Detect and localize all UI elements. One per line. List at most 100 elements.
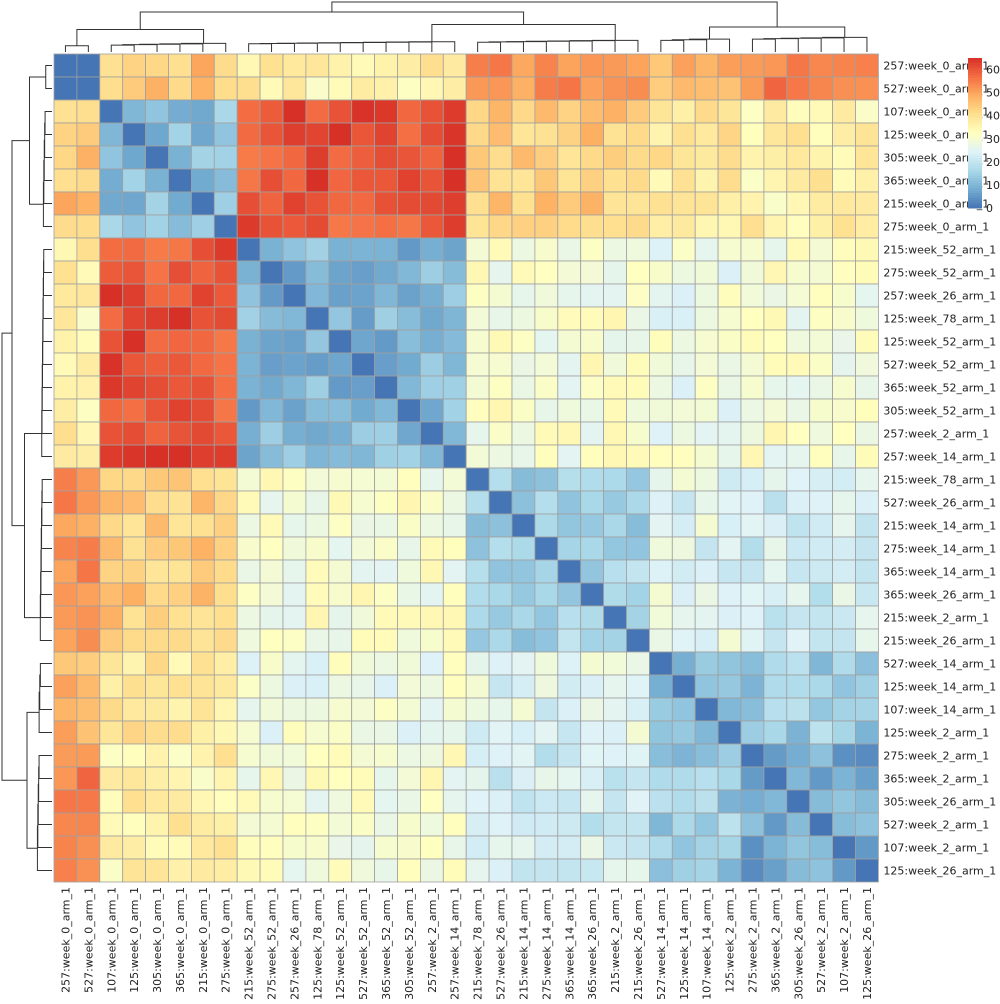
heatmap-cell — [145, 674, 169, 699]
heatmap-cell — [397, 398, 421, 423]
heatmap-cell — [53, 53, 78, 78]
heatmap-cell — [374, 490, 398, 515]
heatmap-cell — [511, 628, 536, 653]
heatmap-cell — [328, 582, 353, 607]
heatmap-cell — [99, 168, 124, 193]
heatmap-cell — [465, 421, 490, 446]
heatmap-cell — [419, 168, 444, 193]
heatmap-cell — [809, 651, 834, 676]
heatmap-cell — [122, 582, 146, 607]
heatmap-cell — [397, 766, 421, 791]
heatmap-cell — [259, 76, 284, 101]
colorbar-segment — [968, 123, 982, 126]
colorbar-segment — [968, 120, 982, 124]
heatmap-cell — [626, 536, 650, 561]
heatmap-cell — [809, 145, 834, 170]
heatmap-cell — [511, 490, 536, 515]
heatmap-cell — [190, 122, 215, 147]
heatmap-cell — [626, 789, 650, 814]
heatmap-cell — [53, 812, 78, 837]
heatmap-cell — [465, 835, 490, 860]
heatmap-cell — [168, 743, 192, 768]
heatmap-cell — [397, 743, 421, 768]
heatmap-cell — [511, 237, 536, 262]
heatmap-cell — [305, 766, 330, 791]
heatmap-cell — [99, 237, 124, 262]
heatmap-cell — [740, 674, 765, 699]
heatmap-cell — [809, 766, 834, 791]
heatmap-cell — [580, 858, 605, 883]
heatmap-cell — [763, 789, 788, 814]
heatmap-cell — [557, 697, 582, 722]
heatmap-cell — [53, 421, 78, 446]
heatmap-cell — [717, 260, 742, 285]
colorbar-tick-label: 10 — [986, 179, 1000, 192]
heatmap-cell — [190, 306, 215, 331]
heatmap-cell — [832, 559, 856, 584]
heatmap-cell — [282, 214, 307, 239]
heatmap-cell — [832, 743, 856, 768]
heatmap-cell — [351, 674, 376, 699]
heatmap-cell — [740, 260, 765, 285]
heatmap-cell — [419, 375, 444, 400]
colorbar-segment — [968, 98, 982, 101]
colorbar-segment — [968, 138, 982, 141]
colorbar-segment — [968, 195, 982, 199]
heatmap-cell — [488, 743, 513, 768]
heatmap-cell — [328, 53, 353, 78]
heatmap-cell — [763, 168, 788, 193]
heatmap-cell — [671, 260, 696, 285]
heatmap-cell — [374, 352, 398, 377]
heatmap-cell — [442, 490, 467, 515]
heatmap-cell — [557, 766, 582, 791]
heatmap-cell — [99, 306, 124, 331]
heatmap-cell — [190, 812, 215, 837]
heatmap-cell — [832, 191, 856, 216]
column-label: 215:week_14_arm_1 — [518, 887, 531, 1000]
heatmap-cell — [488, 191, 513, 216]
heatmap-cell — [488, 490, 513, 515]
heatmap-cell — [145, 99, 169, 124]
heatmap-cell — [855, 421, 879, 446]
heatmap-cell — [534, 191, 559, 216]
heatmap-cell — [374, 513, 398, 538]
heatmap-cell — [282, 835, 307, 860]
heatmap-cell — [603, 306, 627, 331]
heatmap-cell — [374, 674, 398, 699]
heatmap-cell — [488, 329, 513, 354]
colorbar-tick-label: 60 — [986, 64, 1000, 77]
heatmap-cell — [328, 260, 353, 285]
heatmap-cell — [786, 444, 811, 469]
heatmap-cell — [351, 720, 376, 745]
heatmap-cell — [305, 329, 330, 354]
heatmap-cell — [99, 283, 124, 308]
heatmap-cell — [190, 375, 215, 400]
heatmap-cell — [580, 605, 605, 630]
heatmap-cell — [511, 789, 536, 814]
heatmap-cell — [419, 214, 444, 239]
heatmap-cell — [626, 582, 650, 607]
heatmap-cell — [626, 329, 650, 354]
heatmap-cell — [99, 697, 124, 722]
colorbar-segment — [968, 145, 982, 149]
heatmap-cell — [397, 605, 421, 630]
heatmap-cell — [855, 559, 879, 584]
heatmap-cell — [649, 191, 673, 216]
column-label: 215:week_52_arm_1 — [243, 887, 256, 1000]
dendrogram-link — [38, 766, 52, 802]
heatmap-cell — [832, 421, 856, 446]
colorbar-segment — [968, 115, 982, 119]
column-label: 257:week_2_arm_1 — [426, 887, 439, 993]
heatmap-cell — [740, 99, 765, 124]
heatmap-cell — [832, 858, 856, 883]
heatmap-cell — [511, 697, 536, 722]
heatmap-cell — [649, 260, 673, 285]
heatmap-cell — [626, 444, 650, 469]
dendrogram-link — [180, 42, 227, 52]
heatmap-cell — [488, 352, 513, 377]
heatmap-cell — [168, 214, 192, 239]
heatmap-cell — [809, 444, 834, 469]
heatmap-cell — [511, 743, 536, 768]
heatmap-cell — [511, 674, 536, 699]
heatmap-cell — [603, 145, 627, 170]
